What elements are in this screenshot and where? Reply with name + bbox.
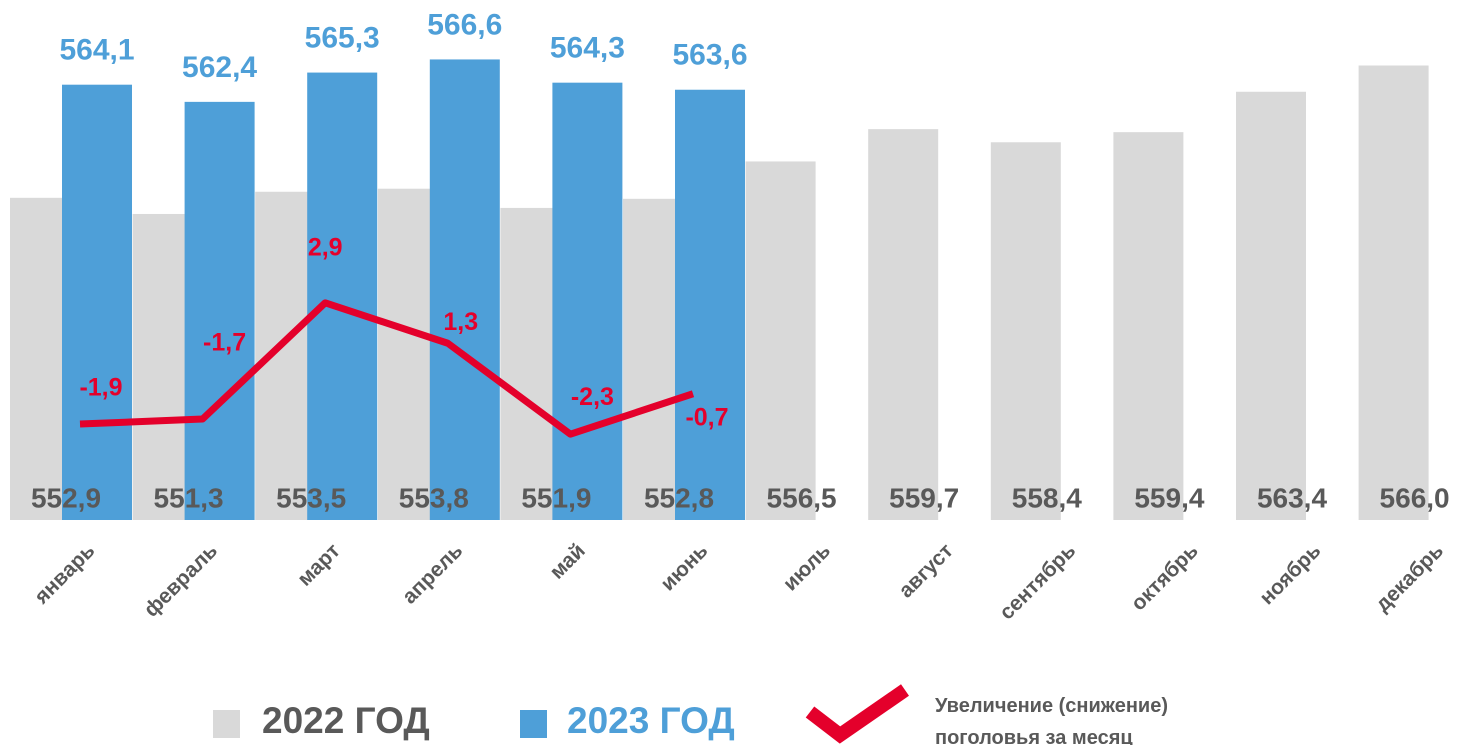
- legend-swatch: [520, 710, 547, 738]
- x-tick-label: апрель: [398, 539, 467, 608]
- bar: [62, 84, 132, 520]
- value-label: 566,0: [1380, 482, 1450, 513]
- bar: [1358, 65, 1429, 520]
- value-label: -1,9: [79, 374, 122, 402]
- legend-swatch: [213, 710, 240, 738]
- x-tick-label: январь: [29, 539, 99, 609]
- bar: [675, 89, 745, 521]
- value-label: 562,4: [182, 51, 257, 84]
- value-label: 559,7: [889, 482, 959, 513]
- bar: [184, 101, 255, 521]
- bar: [990, 142, 1061, 520]
- value-label: 563,6: [672, 39, 747, 72]
- x-tick-label: февраль: [140, 539, 222, 621]
- x-tick-label: октябрь: [1127, 539, 1203, 615]
- value-label: -2,3: [571, 383, 614, 411]
- value-label: 556,5: [767, 482, 837, 513]
- value-label: 558,4: [1012, 482, 1082, 513]
- value-label: 552,9: [31, 482, 101, 513]
- value-label: 553,5: [276, 482, 346, 513]
- x-tick-label: сентябрь: [995, 539, 1080, 624]
- value-label: 551,3: [154, 482, 224, 513]
- value-label: -1,7: [203, 329, 246, 357]
- legend-label: 2022 ГОД: [262, 700, 430, 741]
- value-label: 559,4: [1134, 482, 1204, 513]
- legend-label: 2023 ГОД: [567, 700, 735, 741]
- x-tick-label: декабрь: [1371, 539, 1448, 616]
- value-label: 551,9: [521, 482, 591, 513]
- value-label: 552,8: [644, 482, 714, 513]
- x-tick-label: ноябрь: [1255, 539, 1325, 609]
- value-label: 1,3: [443, 308, 478, 336]
- x-tick-label: август: [894, 539, 957, 602]
- value-label: 565,3: [305, 21, 380, 54]
- legend-label: Увеличение (снижение) поголовья за месяц: [935, 695, 1168, 745]
- value-label: 2,9: [308, 233, 343, 261]
- value-label: -0,7: [685, 403, 728, 431]
- bar: [307, 72, 378, 520]
- bar: [429, 59, 500, 520]
- line: [79, 299, 695, 438]
- value-label: 563,4: [1257, 482, 1327, 513]
- value-label: 566,6: [427, 8, 502, 41]
- bar: [868, 129, 939, 520]
- x-tick-label: июль: [779, 539, 835, 595]
- bar: [1236, 91, 1306, 520]
- bar: [1113, 132, 1184, 520]
- bar: [552, 82, 623, 521]
- x-tick-label: март: [293, 539, 344, 590]
- x-tick-label: май: [545, 539, 589, 583]
- x-tick-label: июнь: [656, 539, 712, 595]
- value-label: 564,1: [59, 34, 134, 67]
- value-label: 553,8: [399, 482, 469, 513]
- value-label: 564,3: [550, 32, 625, 65]
- legend-swatch: [805, 684, 909, 744]
- bar: [745, 161, 816, 520]
